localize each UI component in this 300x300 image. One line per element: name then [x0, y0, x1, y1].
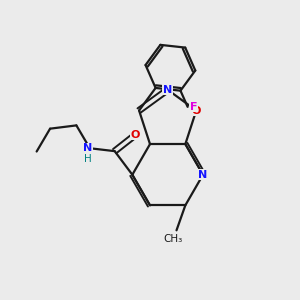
Text: N: N	[198, 170, 208, 180]
Text: CH₃: CH₃	[164, 233, 183, 244]
Text: O: O	[192, 106, 201, 116]
Text: N: N	[83, 143, 92, 153]
Text: N: N	[163, 85, 172, 95]
Text: F: F	[190, 102, 197, 112]
Text: H: H	[84, 154, 91, 164]
Text: O: O	[131, 130, 140, 140]
